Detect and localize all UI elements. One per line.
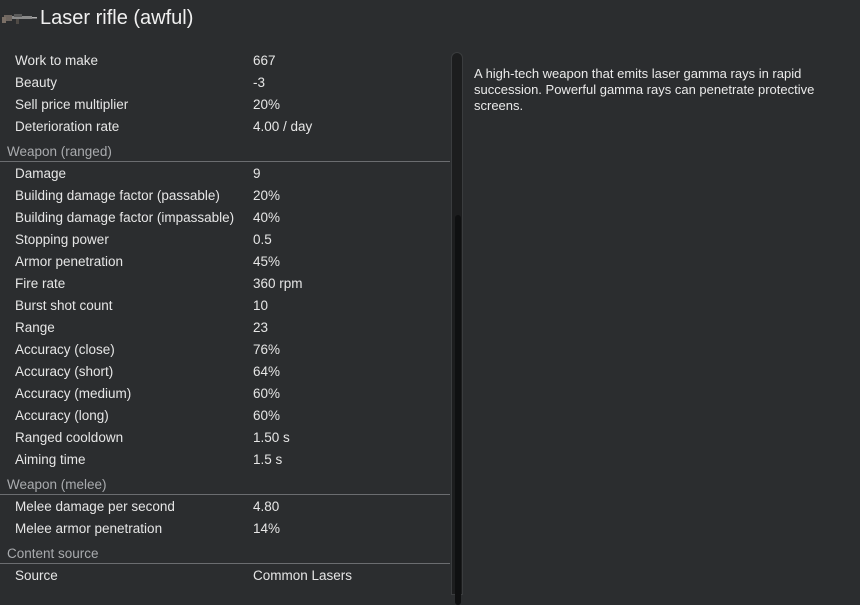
stat-label: Armor penetration [15, 253, 124, 269]
stat-label: Deterioration rate [15, 118, 120, 134]
title-bar: Laser rifle (awful) [0, 0, 860, 36]
section-heading-melee: Weapon (melee) [0, 470, 450, 495]
stat-row[interactable]: Deterioration rate 4.00 / day [0, 115, 450, 137]
stat-label: Aiming time [15, 451, 86, 467]
stat-value: Common Lasers [253, 567, 353, 583]
stat-label: Sell price multiplier [15, 96, 129, 112]
stat-row[interactable]: Aiming time 1.5 s [0, 448, 450, 470]
stat-row[interactable]: Stopping power 0.5 [0, 228, 450, 250]
stat-value: 76% [253, 341, 281, 357]
stat-value: 4.00 / day [253, 118, 313, 134]
stat-value: 40% [253, 209, 281, 225]
section-heading-ranged: Weapon (ranged) [0, 137, 450, 162]
stat-value: 10 [253, 297, 269, 313]
stat-label: Building damage factor (passable) [15, 187, 220, 203]
stat-row[interactable]: Armor penetration 45% [0, 250, 450, 272]
stat-label: Melee armor penetration [15, 520, 163, 536]
stat-row[interactable]: Building damage factor (passable) 20% [0, 184, 450, 206]
stat-value: 60% [253, 407, 281, 423]
stat-value: 64% [253, 363, 281, 379]
stat-label: Accuracy (long) [15, 407, 109, 423]
stat-row[interactable]: Sell price multiplier 20% [0, 93, 450, 115]
stat-value: 20% [253, 187, 281, 203]
section-heading-content: Content source [0, 539, 450, 564]
stat-label: Work to make [15, 52, 99, 68]
stat-row[interactable]: Source Common Lasers [0, 564, 450, 586]
stat-row[interactable]: Range 23 [0, 316, 450, 338]
stats-panel: Work to make 667 Beauty -3 Sell price multip… [0, 49, 450, 595]
stat-label: Building damage factor (impassable) [15, 209, 235, 225]
stat-value: 1.5 s [253, 451, 283, 467]
stat-label: Ranged cooldown [15, 429, 124, 445]
item-description: A high-tech weapon that emits laser gamm… [474, 66, 815, 113]
stat-row[interactable]: Burst shot count 10 [0, 294, 450, 316]
stat-row[interactable]: Beauty -3 [0, 71, 450, 93]
stat-row[interactable]: Damage 9 [0, 162, 450, 184]
stat-value: 1.50 s [253, 429, 290, 445]
stat-row[interactable]: Work to make 667 [0, 49, 450, 71]
stat-label: Source [15, 567, 58, 583]
stat-value: -3 [253, 74, 266, 90]
stat-value: 667 [253, 52, 276, 68]
stat-value: 14% [253, 520, 281, 536]
scrollbar-thumb[interactable] [455, 215, 461, 605]
stat-label: Beauty [15, 74, 58, 90]
stat-row[interactable]: Fire rate 360 rpm [0, 272, 450, 294]
stat-row[interactable]: Accuracy (short) 64% [0, 360, 450, 382]
stat-row[interactable]: Accuracy (medium) 60% [0, 382, 450, 404]
stat-value: 9 [253, 165, 261, 181]
stat-value: 45% [253, 253, 281, 269]
melee-stats: Melee damage per second 4.80 Melee armor p… [0, 495, 450, 539]
stat-value: 23 [253, 319, 269, 335]
stat-label: Accuracy (medium) [15, 385, 132, 401]
content-stats: Source Common Lasers [0, 564, 450, 586]
item-title: Laser rifle (awful) [40, 6, 194, 29]
stat-label: Accuracy (close) [15, 341, 115, 357]
general-stats: Work to make 667 Beauty -3 Sell price multip… [0, 49, 450, 137]
stat-row[interactable]: Ranged cooldown 1.50 s [0, 426, 450, 448]
stat-value: 4.80 [253, 498, 280, 514]
stat-label: Stopping power [15, 231, 109, 247]
stat-label: Burst shot count [15, 297, 113, 313]
stat-row[interactable]: Melee armor penetration 14% [0, 517, 450, 539]
stat-label: Melee damage per second [15, 498, 175, 514]
stat-label: Range [15, 319, 55, 335]
stat-row[interactable]: Accuracy (long) 60% [0, 404, 450, 426]
stat-row[interactable]: Building damage factor (impassable) 40% [0, 206, 450, 228]
stat-value: 60% [253, 385, 281, 401]
stat-label: Damage [15, 165, 67, 181]
stat-label: Accuracy (short) [15, 363, 114, 379]
stat-value: 360 rpm [253, 275, 303, 291]
stat-row[interactable]: Melee damage per second 4.80 [0, 495, 450, 517]
scrollbar[interactable] [451, 52, 463, 605]
stat-value: 20% [253, 96, 281, 112]
stat-value: 0.5 [253, 231, 272, 247]
ranged-stats: Damage 9 Building damage factor (passable)… [0, 162, 450, 470]
stat-row[interactable]: Accuracy (close) 76% [0, 338, 450, 360]
stat-label: Fire rate [15, 275, 66, 291]
laser-rifle-icon [2, 6, 38, 30]
